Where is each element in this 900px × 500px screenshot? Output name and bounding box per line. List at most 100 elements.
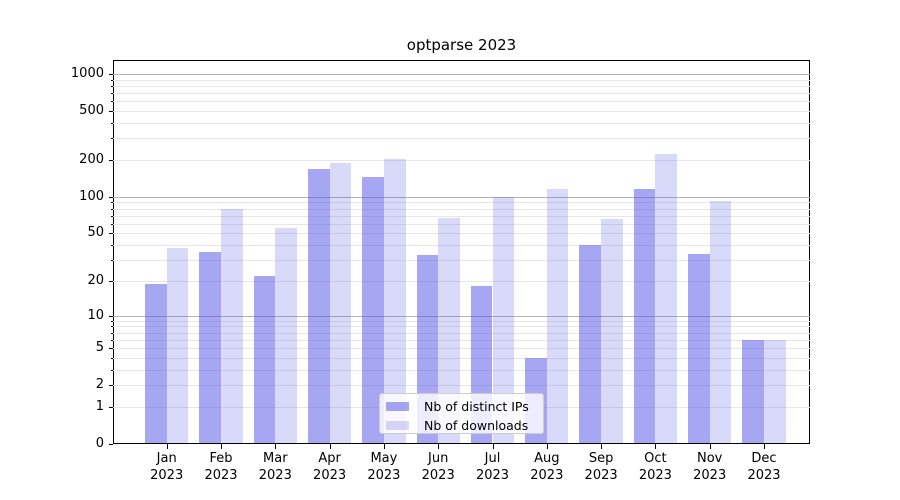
y-tick-label-1: 1 — [95, 398, 104, 414]
y-tick-label-0: 0 — [95, 436, 104, 451]
x-tick-label-sep: Sep 2023 — [584, 451, 618, 483]
x-tick-mark-jan — [166, 444, 168, 449]
x-tick-mark-feb — [221, 444, 222, 449]
y-tick-mark-10 — [108, 315, 113, 317]
y-gridline-10 — [113, 315, 810, 317]
y-gridline-90 — [113, 202, 810, 204]
legend-swatch-downloads — [386, 421, 409, 430]
y-gridline-100 — [113, 196, 810, 198]
bar-distinct-ips-jan — [145, 283, 167, 443]
y-tick-mark-0 — [108, 444, 113, 445]
x-tick-mark-nov — [709, 444, 711, 449]
x-tick-label-jun: Jun 2023 — [421, 451, 455, 483]
y-tick-mark-1000 — [108, 73, 113, 75]
y-minor-tick-mark-800 — [110, 85, 113, 87]
y-minor-tick-mark-9 — [110, 320, 113, 322]
y-gridline-60 — [113, 223, 810, 225]
axis-spine-left — [113, 60, 114, 444]
y-minor-tick-mark-8 — [110, 326, 113, 328]
y-minor-tick-mark-90 — [110, 202, 113, 204]
y-gridline-80 — [113, 208, 810, 210]
x-tick-label-apr: Apr 2023 — [313, 451, 347, 483]
bar-distinct-ips-oct — [633, 189, 656, 443]
y-minor-tick-mark-80 — [110, 208, 113, 210]
bar-distinct-ips-apr — [307, 168, 330, 443]
bar-downloads-jul — [492, 196, 515, 443]
bar-distinct-ips-nov — [688, 253, 710, 443]
y-gridline-3 — [113, 369, 810, 371]
y-gridline-600 — [113, 101, 810, 103]
y-tick-label-500: 500 — [79, 103, 104, 118]
y-gridline-900 — [113, 79, 810, 81]
bar-downloads-feb — [221, 208, 243, 443]
y-tick-mark-100 — [108, 196, 113, 198]
y-minor-tick-mark-30 — [110, 260, 113, 261]
y-gridline-700 — [113, 93, 810, 94]
y-gridline-200 — [113, 159, 810, 161]
bar-distinct-ips-dec — [742, 339, 764, 443]
bar-downloads-jan — [166, 247, 189, 443]
x-tick-label-jul: Jul 2023 — [475, 451, 510, 483]
legend-label-downloads: Nb of downloads — [424, 418, 529, 433]
legend-label-distinct-ips: Nb of distinct IPs — [424, 399, 529, 414]
x-tick-mark-aug — [546, 444, 548, 449]
x-tick-mark-mar — [275, 444, 277, 449]
bar-downloads-sep — [601, 218, 623, 443]
bar-distinct-ips-mar — [253, 276, 276, 443]
bar-downloads-dec — [764, 339, 786, 443]
bar-downloads-mar — [275, 228, 297, 443]
y-minor-tick-mark-700 — [110, 93, 113, 94]
y-gridline-2 — [113, 385, 810, 387]
x-tick-label-feb: Feb 2023 — [204, 451, 238, 483]
y-tick-mark-500 — [108, 111, 113, 112]
legend-entry-distinct-ips: Nb of distinct IPs — [386, 399, 543, 414]
x-tick-label-oct: Oct 2023 — [638, 451, 672, 483]
y-gridline-40 — [113, 245, 810, 247]
bar-distinct-ips-may — [362, 177, 384, 443]
y-minor-tick-mark-6 — [110, 339, 113, 341]
x-tick-mark-may — [383, 444, 385, 449]
y-tick-label-50: 50 — [87, 225, 104, 241]
x-tick-label-nov: Nov 2023 — [693, 451, 727, 483]
x-tick-label-may: May 2023 — [367, 451, 401, 483]
y-gridline-5 — [113, 348, 810, 349]
y-minor-tick-mark-900 — [110, 79, 113, 81]
y-tick-label-5: 5 — [95, 340, 104, 355]
axis-spine-top — [113, 60, 810, 61]
y-tick-mark-20 — [108, 280, 113, 282]
bar-downloads-may — [383, 158, 406, 443]
x-tick-label-mar: Mar 2023 — [258, 451, 292, 483]
y-gridline-6 — [113, 339, 810, 341]
y-gridline-50 — [113, 233, 810, 235]
y-minor-tick-mark-3 — [110, 369, 113, 371]
y-minor-tick-mark-40 — [110, 245, 113, 247]
y-minor-tick-mark-300 — [110, 138, 113, 140]
x-tick-label-aug: Aug 2023 — [530, 451, 564, 483]
y-gridline-20 — [113, 280, 810, 282]
bar-downloads-aug — [546, 189, 569, 443]
y-gridline-7 — [113, 332, 810, 334]
y-minor-tick-mark-7 — [110, 332, 113, 334]
chart-title: optparse 2023 — [406, 36, 517, 54]
x-tick-label-dec: Dec 2023 — [747, 451, 781, 483]
y-gridline-800 — [113, 85, 810, 87]
x-tick-mark-apr — [329, 444, 331, 449]
y-minor-tick-mark-60 — [110, 223, 113, 225]
y-minor-tick-mark-4 — [110, 357, 113, 359]
bar-downloads-nov — [709, 201, 732, 443]
y-tick-mark-1 — [108, 406, 113, 408]
y-gridline-500 — [113, 111, 810, 112]
y-gridline-300 — [113, 138, 810, 140]
bar-distinct-ips-sep — [579, 245, 602, 443]
y-gridline-30 — [113, 260, 810, 261]
y-minor-tick-mark-600 — [110, 101, 113, 103]
bar-distinct-ips-feb — [199, 252, 221, 443]
y-tick-label-20: 20 — [87, 272, 104, 288]
bar-downloads-jun — [438, 218, 460, 443]
y-gridline-70 — [113, 215, 810, 217]
y-tick-label-200: 200 — [79, 151, 104, 167]
y-gridline-8 — [113, 326, 810, 328]
axis-spine-bottom — [113, 443, 810, 444]
x-tick-mark-jul — [492, 444, 494, 449]
x-tick-mark-jun — [438, 444, 440, 449]
